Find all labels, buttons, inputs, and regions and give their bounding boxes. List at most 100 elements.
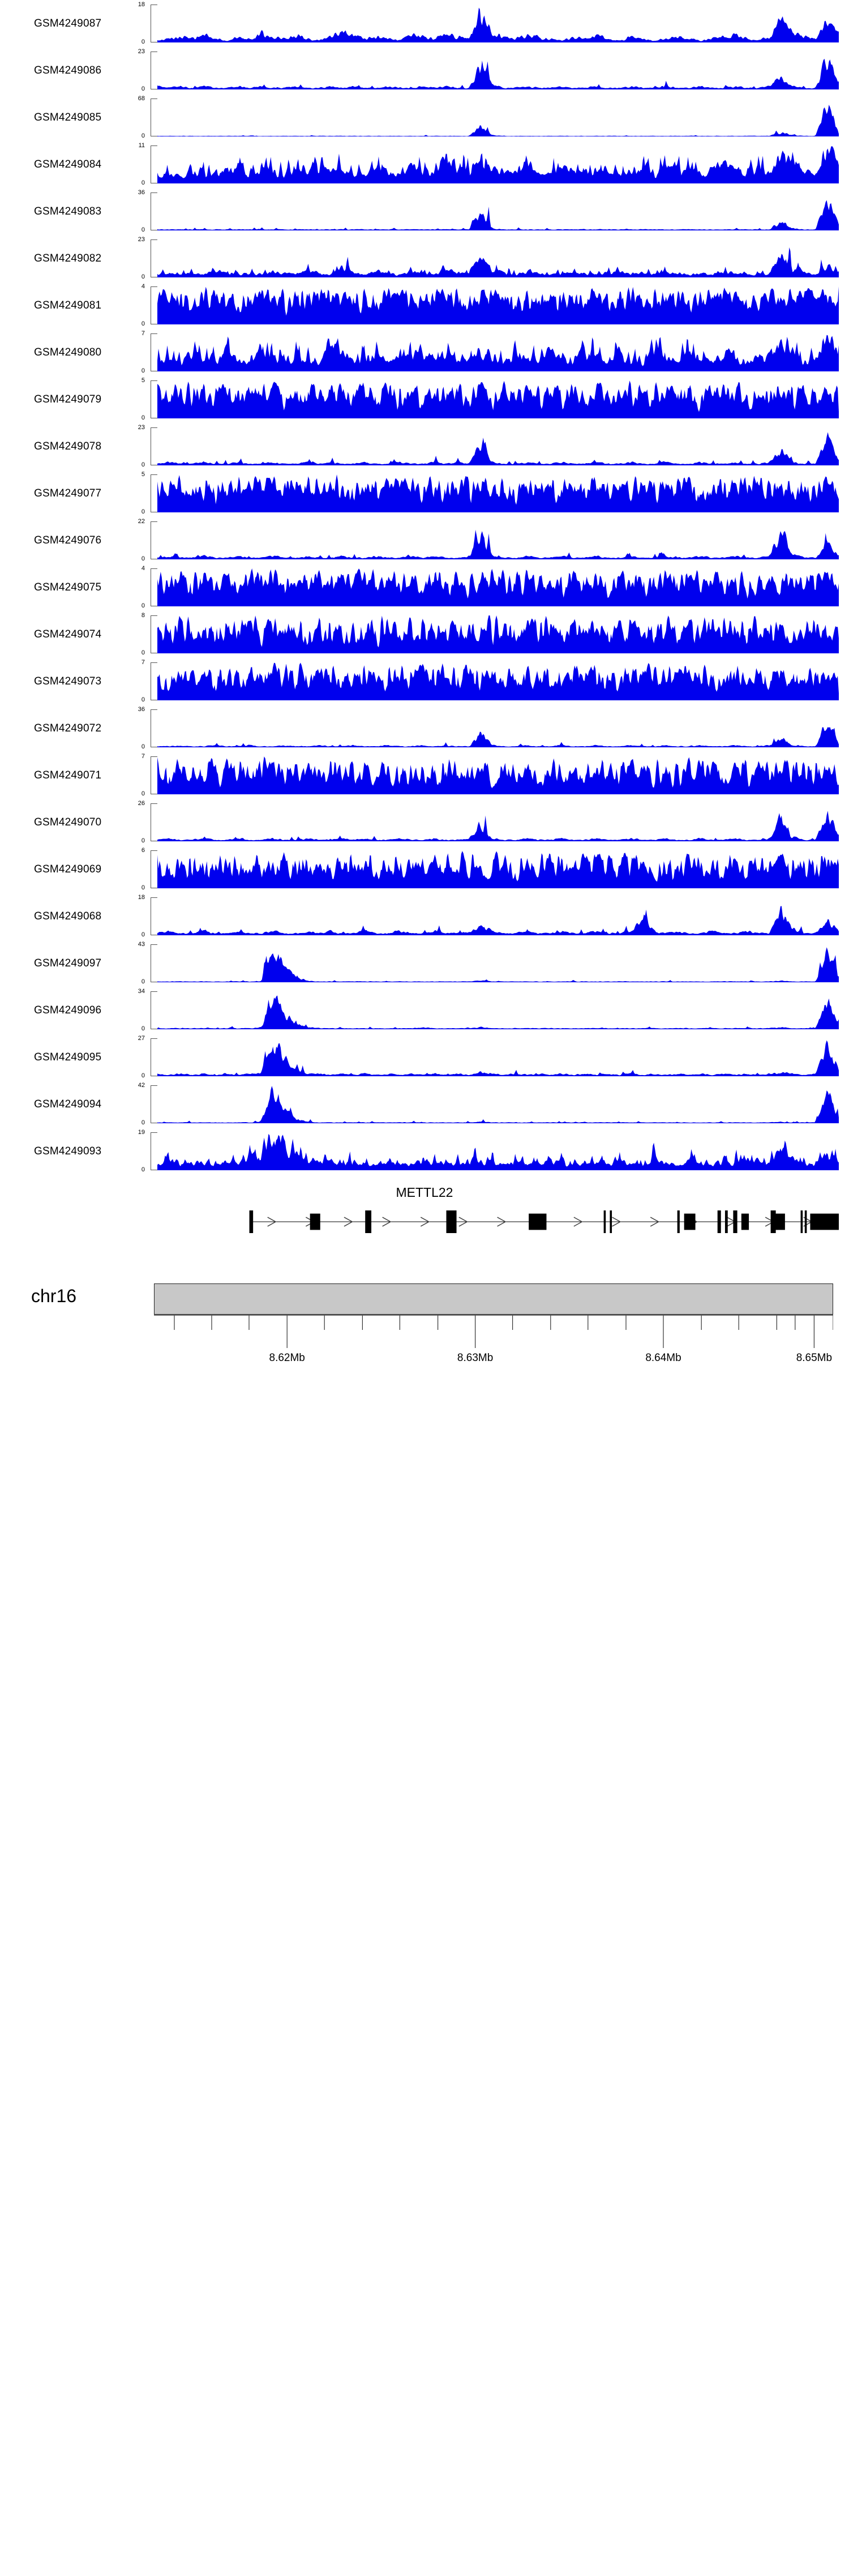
y-axis-tick <box>151 944 157 945</box>
y-axis-min-value: 0 <box>141 179 145 186</box>
y-axis-min-value: 0 <box>141 226 145 233</box>
y-axis-max-value: 11 <box>138 142 145 149</box>
coverage-track[interactable]: GSM4249078 23 0 <box>0 423 849 470</box>
y-axis-tick <box>151 662 157 663</box>
coverage-plot[interactable] <box>157 99 839 136</box>
y-axis-max-value: 34 <box>138 988 145 995</box>
coverage-plot[interactable] <box>157 897 839 935</box>
coverage-plot[interactable] <box>157 474 839 512</box>
coverage-track[interactable]: GSM4249093 19 0 <box>0 1128 849 1175</box>
coverage-track[interactable]: GSM4249094 42 0 <box>0 1081 849 1128</box>
y-axis-tick <box>151 427 157 428</box>
coverage-plot[interactable] <box>157 1085 839 1123</box>
track-label: GSM4249068 <box>34 910 102 922</box>
coverage-track[interactable]: GSM4249068 18 0 <box>0 893 849 940</box>
coverage-plot[interactable] <box>157 52 839 89</box>
track-label: GSM4249087 <box>34 17 102 29</box>
coverage-track[interactable]: GSM4249074 8 0 <box>0 611 849 658</box>
coverage-track[interactable]: GSM4249077 5 0 <box>0 470 849 517</box>
coverage-track[interactable]: GSM4249082 23 0 <box>0 235 849 282</box>
y-axis-min-value: 0 <box>141 1025 145 1032</box>
coverage-track[interactable]: GSM4249097 43 0 <box>0 940 849 987</box>
y-axis-max-value: 22 <box>138 518 145 525</box>
gene-model-region: METTL22 <box>0 1175 849 1265</box>
y-axis-min-value: 0 <box>141 320 145 327</box>
y-axis-tick <box>151 709 157 710</box>
coverage-track[interactable]: GSM4249095 27 0 <box>0 1034 849 1081</box>
coverage-plot[interactable] <box>157 286 839 324</box>
coverage-track[interactable]: GSM4249085 68 0 <box>0 94 849 141</box>
y-axis-min-value: 0 <box>141 837 145 844</box>
chromosome-axis-region: chr16 8.62Mb 8.63Mb 8.64Mb 8.65Mb <box>0 1265 849 1379</box>
y-axis-min-value: 0 <box>141 555 145 562</box>
coverage-plot[interactable] <box>157 427 839 465</box>
coverage-plot[interactable] <box>157 1038 839 1076</box>
coverage-track[interactable]: GSM4249080 7 0 <box>0 329 849 376</box>
y-axis-tick <box>151 333 157 334</box>
coverage-track[interactable]: GSM4249075 4 0 <box>0 564 849 611</box>
y-axis-tick <box>151 474 157 475</box>
y-axis-max-value: 43 <box>138 941 145 948</box>
coverage-plot[interactable] <box>157 991 839 1029</box>
track-label: GSM4249078 <box>34 440 102 452</box>
coverage-plot[interactable] <box>157 192 839 230</box>
y-axis-min-value: 0 <box>141 602 145 609</box>
coverage-track[interactable]: GSM4249083 36 0 <box>0 188 849 235</box>
y-axis-tick <box>151 568 157 569</box>
coverage-plot[interactable] <box>157 5 839 42</box>
track-label: GSM4249093 <box>34 1145 102 1157</box>
coverage-plot[interactable] <box>157 380 839 418</box>
track-label: GSM4249086 <box>34 64 102 76</box>
y-axis-max-value: 4 <box>141 565 145 572</box>
coverage-plot[interactable] <box>157 756 839 794</box>
coverage-track[interactable]: GSM4249087 18 0 <box>0 0 849 47</box>
coverage-plot[interactable] <box>157 850 839 888</box>
coverage-track[interactable]: GSM4249086 23 0 <box>0 47 849 94</box>
y-axis-tick <box>151 756 157 757</box>
coverage-plot[interactable] <box>157 146 839 183</box>
ideogram-band[interactable] <box>154 1283 833 1315</box>
coverage-track[interactable]: GSM4249069 6 0 <box>0 846 849 893</box>
y-axis-max-value: 7 <box>141 753 145 760</box>
coverage-track[interactable]: GSM4249096 34 0 <box>0 987 849 1034</box>
coverage-track[interactable]: GSM4249071 7 0 <box>0 752 849 799</box>
y-axis-max-value: 19 <box>138 1129 145 1136</box>
y-axis-max-value: 5 <box>141 377 145 384</box>
coverage-track[interactable]: GSM4249072 36 0 <box>0 705 849 752</box>
coverage-track[interactable]: GSM4249081 4 0 <box>0 282 849 329</box>
coverage-plot[interactable] <box>157 333 839 371</box>
y-axis-max-value: 68 <box>138 95 145 102</box>
axis-tick-label: 8.64Mb <box>645 1352 681 1364</box>
y-axis-max-value: 26 <box>138 800 145 807</box>
y-axis-tick <box>151 1038 157 1039</box>
y-axis-min-value: 0 <box>141 790 145 797</box>
coverage-track[interactable]: GSM4249079 5 0 <box>0 376 849 423</box>
y-axis-tick <box>151 521 157 522</box>
coverage-plot[interactable] <box>157 709 839 747</box>
track-label: GSM4249079 <box>34 393 102 405</box>
y-axis-min-value: 0 <box>141 1072 145 1079</box>
y-axis-tick <box>151 803 157 804</box>
gene-model-graphic[interactable] <box>157 1204 839 1239</box>
track-label: GSM4249094 <box>34 1098 102 1110</box>
coverage-plot[interactable] <box>157 803 839 841</box>
coverage-track[interactable]: GSM4249076 22 0 <box>0 517 849 564</box>
y-axis-min-value: 0 <box>141 978 145 985</box>
coverage-plot[interactable] <box>157 1132 839 1170</box>
y-axis-max-value: 42 <box>138 1082 145 1089</box>
coverage-plot[interactable] <box>157 615 839 653</box>
coverage-plot[interactable] <box>157 568 839 606</box>
coverage-plot[interactable] <box>157 239 839 277</box>
y-axis-max-value: 8 <box>141 612 145 619</box>
coverage-plot[interactable] <box>157 662 839 700</box>
coverage-track[interactable]: GSM4249073 7 0 <box>0 658 849 705</box>
y-axis-tick <box>151 286 157 287</box>
track-label: GSM4249076 <box>34 534 102 546</box>
coverage-track[interactable]: GSM4249084 11 0 <box>0 141 849 188</box>
coverage-plot[interactable] <box>157 521 839 559</box>
coverage-plot[interactable] <box>157 944 839 982</box>
axis-tick-label: 8.62Mb <box>269 1352 305 1364</box>
coverage-track[interactable]: GSM4249070 26 0 <box>0 799 849 846</box>
y-axis-max-value: 18 <box>138 1 145 8</box>
